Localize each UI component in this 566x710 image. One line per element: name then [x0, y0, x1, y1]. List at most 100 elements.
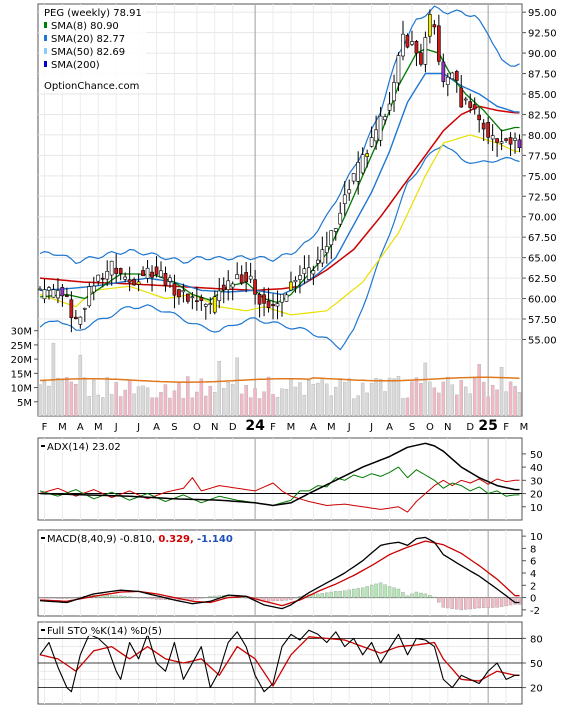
volume-bar: [423, 362, 428, 416]
macd-histogram-bar: [446, 597, 450, 609]
x-axis-label: 25: [478, 418, 497, 434]
x-axis-label: O: [193, 422, 201, 433]
volume-bar: [329, 395, 334, 416]
volume-tick-label: 10M: [11, 384, 32, 395]
candle-body: [271, 304, 275, 307]
adx-tick-label: 30: [530, 476, 543, 487]
volume-tick-label: 30M: [11, 327, 32, 338]
macd-histogram-bar: [136, 597, 141, 599]
macd-histogram-bar: [275, 597, 280, 601]
macd-histogram-bar: [495, 597, 499, 608]
adx-tick-label: 10: [530, 503, 543, 514]
volume-bar: [212, 392, 217, 416]
candle-body: [338, 212, 343, 225]
macd-histogram-bar: [392, 587, 396, 598]
volume-bar: [289, 378, 293, 416]
candle-body: [513, 137, 517, 141]
macd-histogram-bar: [154, 597, 159, 600]
macd-histogram-bar: [145, 597, 150, 599]
candle-body: [208, 303, 213, 306]
macd-histogram-bar: [114, 595, 118, 598]
candle-body: [47, 287, 51, 291]
volume-bar: [499, 367, 504, 416]
candle-body: [105, 270, 110, 280]
macd-histogram-bar: [284, 597, 289, 601]
macd-histogram-bar: [217, 595, 221, 598]
macd-title: MACD(8,40,9) -0.810, 0.329, -1.140: [47, 534, 233, 545]
macd-histogram-bar: [396, 588, 401, 598]
volume-bar: [369, 383, 374, 416]
volume-bar: [114, 382, 118, 416]
volume-bar: [477, 364, 481, 416]
watermark: OptionChance.com: [44, 81, 139, 92]
volume-bar: [82, 377, 87, 416]
volume-bar: [275, 397, 280, 416]
volume-bar: [360, 382, 365, 416]
volume-bar: [87, 396, 91, 416]
macd-histogram-bar: [293, 597, 298, 599]
volume-bar: [378, 378, 383, 416]
macd-histogram-bar: [190, 597, 195, 601]
candle-body: [190, 296, 195, 299]
candle-body: [472, 104, 477, 110]
macd-histogram-bar: [244, 597, 248, 599]
volume-bar: [419, 383, 423, 416]
candle-body: [199, 297, 204, 301]
macd-histogram-bar: [486, 597, 490, 608]
candle-body: [177, 289, 181, 298]
candle-body: [298, 275, 302, 280]
volume-bar: [100, 397, 105, 416]
candle-body: [419, 52, 423, 65]
macd-histogram-bar: [56, 597, 60, 599]
volume-bar: [253, 388, 257, 416]
volume-bar: [490, 385, 495, 416]
candle-body: [369, 137, 374, 147]
x-axis-label: S: [409, 422, 415, 433]
price-tick-label: 67.50: [528, 233, 557, 244]
volume-bar: [347, 378, 352, 416]
volume-bar: [334, 387, 338, 416]
candle-body: [445, 76, 450, 85]
candle-body: [123, 276, 127, 280]
x-axis-label: A: [77, 422, 84, 433]
volume-bar: [186, 376, 190, 416]
candle-body: [517, 139, 522, 149]
volume-bar: [481, 381, 486, 416]
volume-tick-label: 15M: [11, 369, 32, 380]
candle-body: [481, 122, 486, 130]
volume-bar: [136, 386, 141, 416]
macd-histogram-bar: [383, 584, 387, 598]
candle-body: [195, 300, 199, 303]
macd-histogram-bar: [464, 597, 468, 610]
sto-k-line: [39, 629, 520, 693]
x-axis-label: J: [347, 422, 351, 433]
sto-tick-label: 50: [530, 659, 543, 670]
volume-bar: [405, 397, 410, 416]
macd-histogram-bar: [343, 590, 347, 598]
volume-bar: [221, 388, 226, 416]
candle-body: [284, 294, 289, 302]
adx-legend: ADX(14) 23.02: [40, 440, 124, 453]
macd-tick-label: 8: [530, 544, 536, 555]
candle-body: [118, 268, 123, 274]
volume-bar: [217, 361, 221, 416]
macd-histogram-bar: [450, 597, 454, 609]
volume-bar: [396, 376, 401, 416]
volume-bar: [266, 376, 271, 416]
volume-bar: [387, 377, 392, 416]
volume-bar: [508, 381, 513, 416]
volume-bar: [437, 392, 441, 416]
candle-body: [56, 290, 60, 299]
volume-tick-label: 20M: [11, 355, 32, 366]
macd-histogram-bar: [123, 596, 127, 598]
x-axis-label: F: [42, 422, 48, 433]
candle-body: [230, 283, 235, 288]
macd-histogram-bar: [441, 597, 446, 608]
volume-bar: [235, 357, 239, 416]
candle-body: [347, 189, 352, 194]
candle-body: [468, 101, 473, 108]
volume-bar: [244, 385, 248, 416]
x-axis-label: M: [520, 422, 529, 433]
candle-body: [114, 267, 118, 274]
candle-body: [414, 40, 419, 54]
